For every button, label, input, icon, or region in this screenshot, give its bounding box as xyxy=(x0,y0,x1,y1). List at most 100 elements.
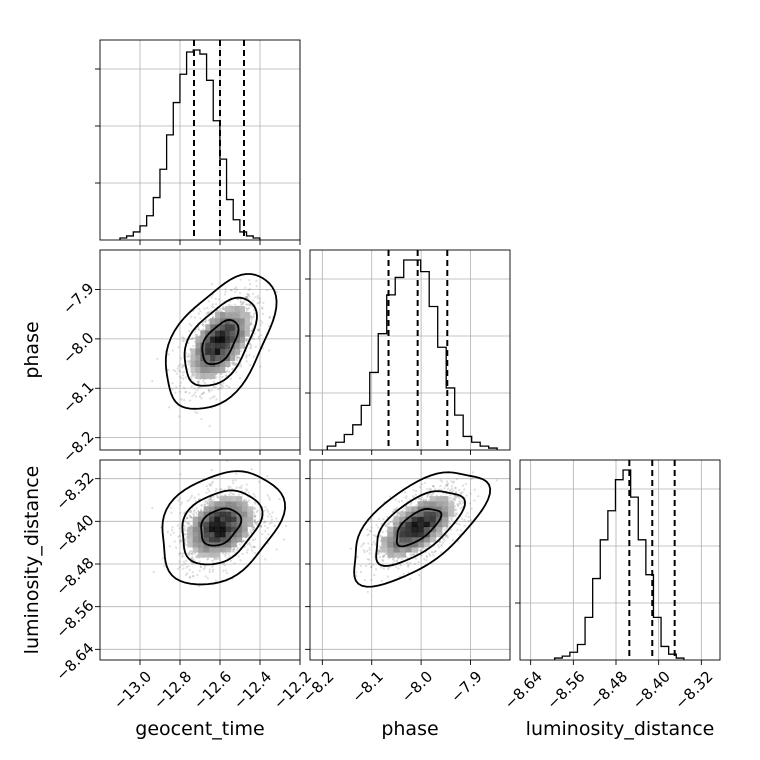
density-cell xyxy=(417,516,425,522)
density-cell xyxy=(190,366,196,374)
sample-point xyxy=(196,411,199,415)
sample-point xyxy=(374,534,377,538)
sample-point xyxy=(252,299,255,302)
sample-point xyxy=(400,499,404,503)
y-tick-label-phase: −8.1 xyxy=(59,378,97,416)
density-cell xyxy=(220,348,226,355)
density-cell xyxy=(435,501,443,507)
sample-point xyxy=(237,555,240,558)
sample-point xyxy=(194,316,197,319)
sample-point xyxy=(191,555,194,559)
sample-point xyxy=(388,495,392,498)
density-cell xyxy=(417,521,425,528)
sample-point xyxy=(199,565,203,569)
density-cell xyxy=(200,372,206,380)
sample-point xyxy=(268,496,271,499)
sample-point xyxy=(250,305,253,308)
sample-point xyxy=(267,533,270,536)
density-cell xyxy=(399,536,406,543)
sample-point xyxy=(403,491,407,494)
x-tick-label-phase: −8.1 xyxy=(348,668,386,706)
density-cell xyxy=(230,536,237,543)
sample-point xyxy=(257,335,260,338)
sample-point xyxy=(405,495,408,498)
sample-point xyxy=(419,549,422,552)
sample-point xyxy=(231,479,234,482)
density-cell xyxy=(423,526,431,533)
sample-point xyxy=(188,363,191,366)
sample-point xyxy=(252,337,256,341)
sample-point xyxy=(385,524,388,527)
sample-point xyxy=(377,549,380,552)
sample-point xyxy=(236,547,239,550)
sample-point xyxy=(284,524,288,528)
sample-point xyxy=(178,369,181,373)
sample-point xyxy=(261,347,264,350)
sample-point xyxy=(389,520,393,524)
sample-point xyxy=(228,303,231,306)
sample-point xyxy=(200,508,203,511)
sample-point xyxy=(420,483,423,486)
sample-point xyxy=(450,516,454,519)
sample-point xyxy=(422,547,425,550)
sample-point xyxy=(275,290,278,294)
sample-point xyxy=(259,323,262,327)
density-cell xyxy=(209,547,215,553)
sample-point xyxy=(190,524,193,527)
sample-point xyxy=(463,524,466,527)
sample-point xyxy=(421,546,424,550)
density-cell xyxy=(429,511,437,517)
contour-line xyxy=(183,296,258,387)
density-cell xyxy=(411,516,419,522)
density-cell xyxy=(203,536,210,543)
sample-point xyxy=(363,550,366,554)
sample-point xyxy=(193,387,196,390)
density-cell xyxy=(234,318,241,325)
sample-point xyxy=(419,498,422,501)
sample-point xyxy=(184,391,187,394)
density-cell xyxy=(417,526,425,533)
sample-point xyxy=(396,506,399,509)
sample-point xyxy=(184,339,187,342)
sample-point xyxy=(446,487,450,490)
sample-point xyxy=(268,316,271,319)
sample-point xyxy=(195,554,198,557)
sample-point xyxy=(224,555,227,558)
sample-point xyxy=(247,499,251,502)
sample-point xyxy=(191,395,194,398)
density-cell xyxy=(423,541,431,548)
sample-point xyxy=(199,317,202,320)
sample-point xyxy=(452,481,455,484)
sample-point xyxy=(250,346,253,349)
sample-point xyxy=(163,564,166,568)
sample-point xyxy=(261,532,264,536)
sample-point xyxy=(186,355,189,358)
sample-point xyxy=(252,313,256,316)
sample-point xyxy=(187,360,190,363)
sample-point xyxy=(183,520,186,523)
histogram-luminosity-distance: −8.64−8.56−8.48−8.40−8.32 xyxy=(501,459,721,713)
sample-point xyxy=(379,546,382,549)
density-cell xyxy=(225,526,232,533)
sample-point xyxy=(173,540,176,543)
sample-point xyxy=(178,527,181,530)
sample-point xyxy=(456,495,459,498)
histogram-step-line xyxy=(554,469,685,660)
density-cell xyxy=(405,536,412,543)
sample-point xyxy=(254,522,257,525)
sample-point xyxy=(248,283,252,286)
sample-point xyxy=(182,377,185,380)
sample-point xyxy=(189,515,193,518)
sample-point xyxy=(245,296,248,299)
sample-point xyxy=(188,498,191,502)
sample-point xyxy=(209,397,212,400)
sample-point xyxy=(266,474,269,478)
density-cell xyxy=(393,552,400,558)
density-cell xyxy=(187,541,194,548)
density-cell xyxy=(190,348,196,355)
sample-point xyxy=(270,518,274,521)
sample-point xyxy=(197,329,201,332)
sample-point xyxy=(367,542,370,545)
sample-point xyxy=(249,303,252,307)
sample-point xyxy=(412,552,415,555)
